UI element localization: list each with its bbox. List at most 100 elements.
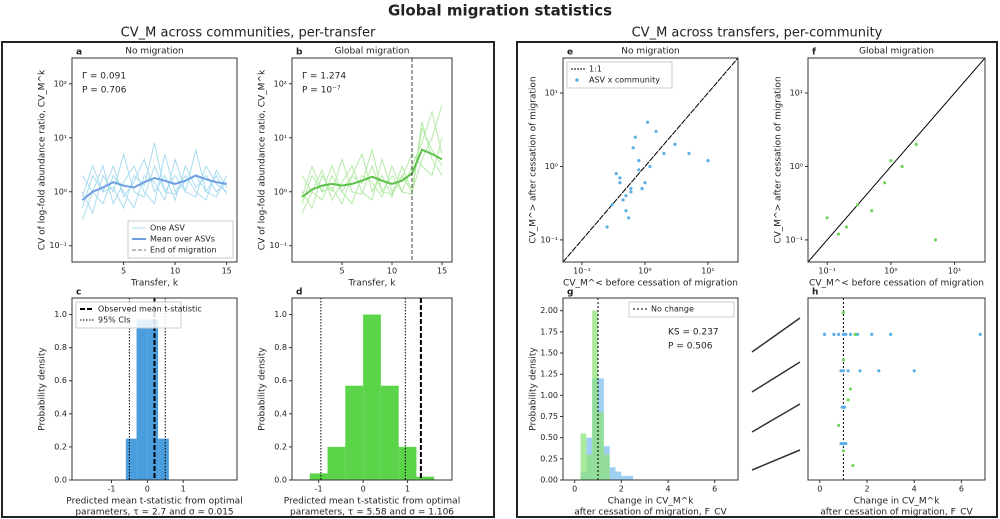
point [844,225,848,229]
section-box [516,41,998,518]
x-axis-label: Transfer, k [347,279,396,289]
y-tick-label: 0.8 [54,343,67,352]
asv-line [301,126,443,214]
point [883,181,887,185]
y-tick-label: 0.2 [54,442,67,451]
y-tick-label: 1.0 [54,310,67,319]
y-axis-label: Probability density [258,347,268,431]
x-axis-label: Change in CV_M^k [854,497,941,507]
x-axis-label: parameters, τ = 2.7 and σ = 0.015 [75,508,233,518]
panel-title: No migration [621,47,680,57]
point [654,129,658,134]
x-tick-label: 10 [387,267,397,276]
point [631,146,635,150]
legend-label: No change [651,305,694,314]
point [841,310,846,315]
x-axis-label: Transfer, k [130,279,179,289]
hist-bar [398,446,417,480]
hist-bar [309,473,328,480]
y-tick-label: 1.75 [540,327,558,336]
y-tick-label: 1.50 [540,349,558,358]
plot-area [301,58,443,262]
hist-bar [136,319,148,480]
y-tick-label: 10² [274,79,287,88]
panel-title: Global migration [334,47,409,57]
y-tick-label: 1.0 [274,310,287,319]
point [839,369,843,373]
legend-box [566,61,673,89]
y-axis-label: Probability density [38,347,48,431]
point [846,369,850,373]
plot-area [808,58,985,262]
point [851,463,855,468]
point [624,209,628,213]
axes-frame [71,297,238,481]
y-tick-label: 0.0 [54,476,67,485]
hist-bar [147,319,159,480]
x-tick-label: 0 [817,485,822,494]
y-axis-label: CV_M^> after cessation of migration [774,76,784,243]
annotation: P = 0.506 [668,342,713,352]
y-tick-label: 0.50 [540,433,558,442]
y-tick-label: 0.2 [274,442,287,451]
panel-letter: g [567,288,573,298]
hist-bar [345,385,364,480]
point [643,181,647,185]
panel-letter: h [812,288,818,298]
point [839,442,843,446]
x-tick-label: 15 [222,267,232,276]
x-tick-label: 10⁰ [884,267,897,276]
point [978,332,982,336]
panel-letter: a [76,48,82,58]
point [846,398,850,402]
y-tick-label: 0.6 [274,376,287,385]
point [877,369,881,373]
plot-area [580,298,633,480]
y-tick-label: 0.4 [54,409,67,418]
point [889,159,893,163]
point [842,405,847,409]
point [618,181,622,185]
axes-frame [71,57,238,263]
annotation: Γ = 0.091 [82,72,126,82]
y-tick-label: 0.00 [540,476,558,485]
section-box [1,41,495,518]
asv-line [81,142,228,210]
legend-label: Observed mean t-statistic [98,305,202,314]
axes-frame [562,297,739,481]
legend-label: 1:1 [589,65,602,74]
mean-line [301,148,443,198]
y-tick-label: 10¹ [54,133,67,142]
panel-title: No migration [125,47,184,57]
y-tick-label: 0.4 [274,409,287,418]
x-tick-label: 0 [145,485,150,494]
y-tick-label: 0.8 [274,343,287,352]
x-tick-label: 10⁰ [638,267,651,276]
y-tick-label: 1.25 [540,370,558,379]
y-tick-label: 10⁻¹ [49,241,67,250]
point [614,171,618,176]
plot-area [563,58,738,262]
y-axis-label: Probability density [529,347,539,431]
y-tick-label: 10² [54,79,67,88]
point [645,120,650,124]
x-tick-label: 2 [619,485,624,494]
point [858,369,862,373]
point [673,142,677,146]
point [900,164,904,169]
figure-title: Global migration statistics [388,2,612,20]
x-tick-label: 15 [437,267,447,276]
hist-bar [621,475,633,480]
y-axis-label: CV_M^> after cessation of migration [529,76,539,243]
y-tick-label: 0.25 [540,454,558,463]
y-tick-label: 10⁰ [54,187,67,196]
y-axis-label: CV of log-fold abundance ratio, CV_M^k [38,69,48,250]
x-axis-label: Predicted mean t-statistic from optimal [66,497,242,507]
point [870,332,874,336]
point [621,198,625,202]
hist-bar [327,446,346,480]
annotation: P = 0.706 [82,86,127,96]
y-tick-label: 10¹ [274,133,287,142]
panel-letter: e [567,48,573,58]
legend-label: Mean over ASVs [150,235,215,244]
